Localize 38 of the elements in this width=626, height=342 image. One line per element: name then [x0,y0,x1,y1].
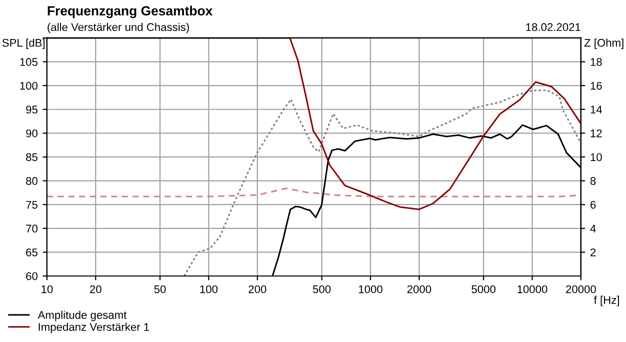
y2-tick-label: 12 [590,129,602,138]
y-tick-label: 90 [26,129,38,138]
y-tick-label: 70 [26,224,38,233]
y2-tick-label: 18 [590,58,602,66]
x-tick-label: 20000 [566,285,596,294]
y2-axis-title: Z [Ohm] [584,38,624,49]
legend-label: Amplitude gesamt [38,310,127,322]
y-tick-label: 75 [26,200,38,209]
y-tick-label: 105 [20,58,38,66]
y2-tick-label: 8 [590,177,596,185]
x-axis-title: f [Hz] [594,296,619,306]
y2-tick-label: 6 [590,200,596,209]
x-tick-label: 50 [154,285,166,294]
x-tick-label: 500 [312,285,331,294]
y-tick-label: 95 [26,106,38,114]
x-tick-label: 200 [248,285,266,294]
y-tick-label: 60 [26,272,38,280]
y2-tick-label: 10 [590,153,602,162]
y-tick-label: 65 [26,248,38,256]
x-tick-label: 1000 [358,285,382,294]
chart-subtitle: (alle Verstärker und Chassis) [48,22,189,34]
y-axis-title: SPL [dB] [2,38,45,49]
y-tick-label: 100 [20,82,38,90]
legend-label: Impedanz Verstärker 1 [38,322,150,334]
x-tick-label: 5000 [472,285,496,294]
x-tick-label: 10000 [518,285,548,294]
y-tick-label: 80 [26,177,38,185]
x-tick-label: 2000 [407,285,432,294]
y2-tick-label: 4 [590,224,596,232]
x-tick-label: 10 [42,285,53,294]
y2-tick-label: 14 [590,106,602,114]
y2-tick-label: 2 [590,248,596,256]
x-tick-label: 100 [200,285,218,294]
y-tick-label: 85 [26,153,38,162]
x-tick-label: 20 [90,285,102,294]
y2-tick-label: 16 [590,82,602,90]
text: 18.02.2021 [526,23,580,32]
chart-title: Frequenzgang Gesamtbox [48,6,213,18]
